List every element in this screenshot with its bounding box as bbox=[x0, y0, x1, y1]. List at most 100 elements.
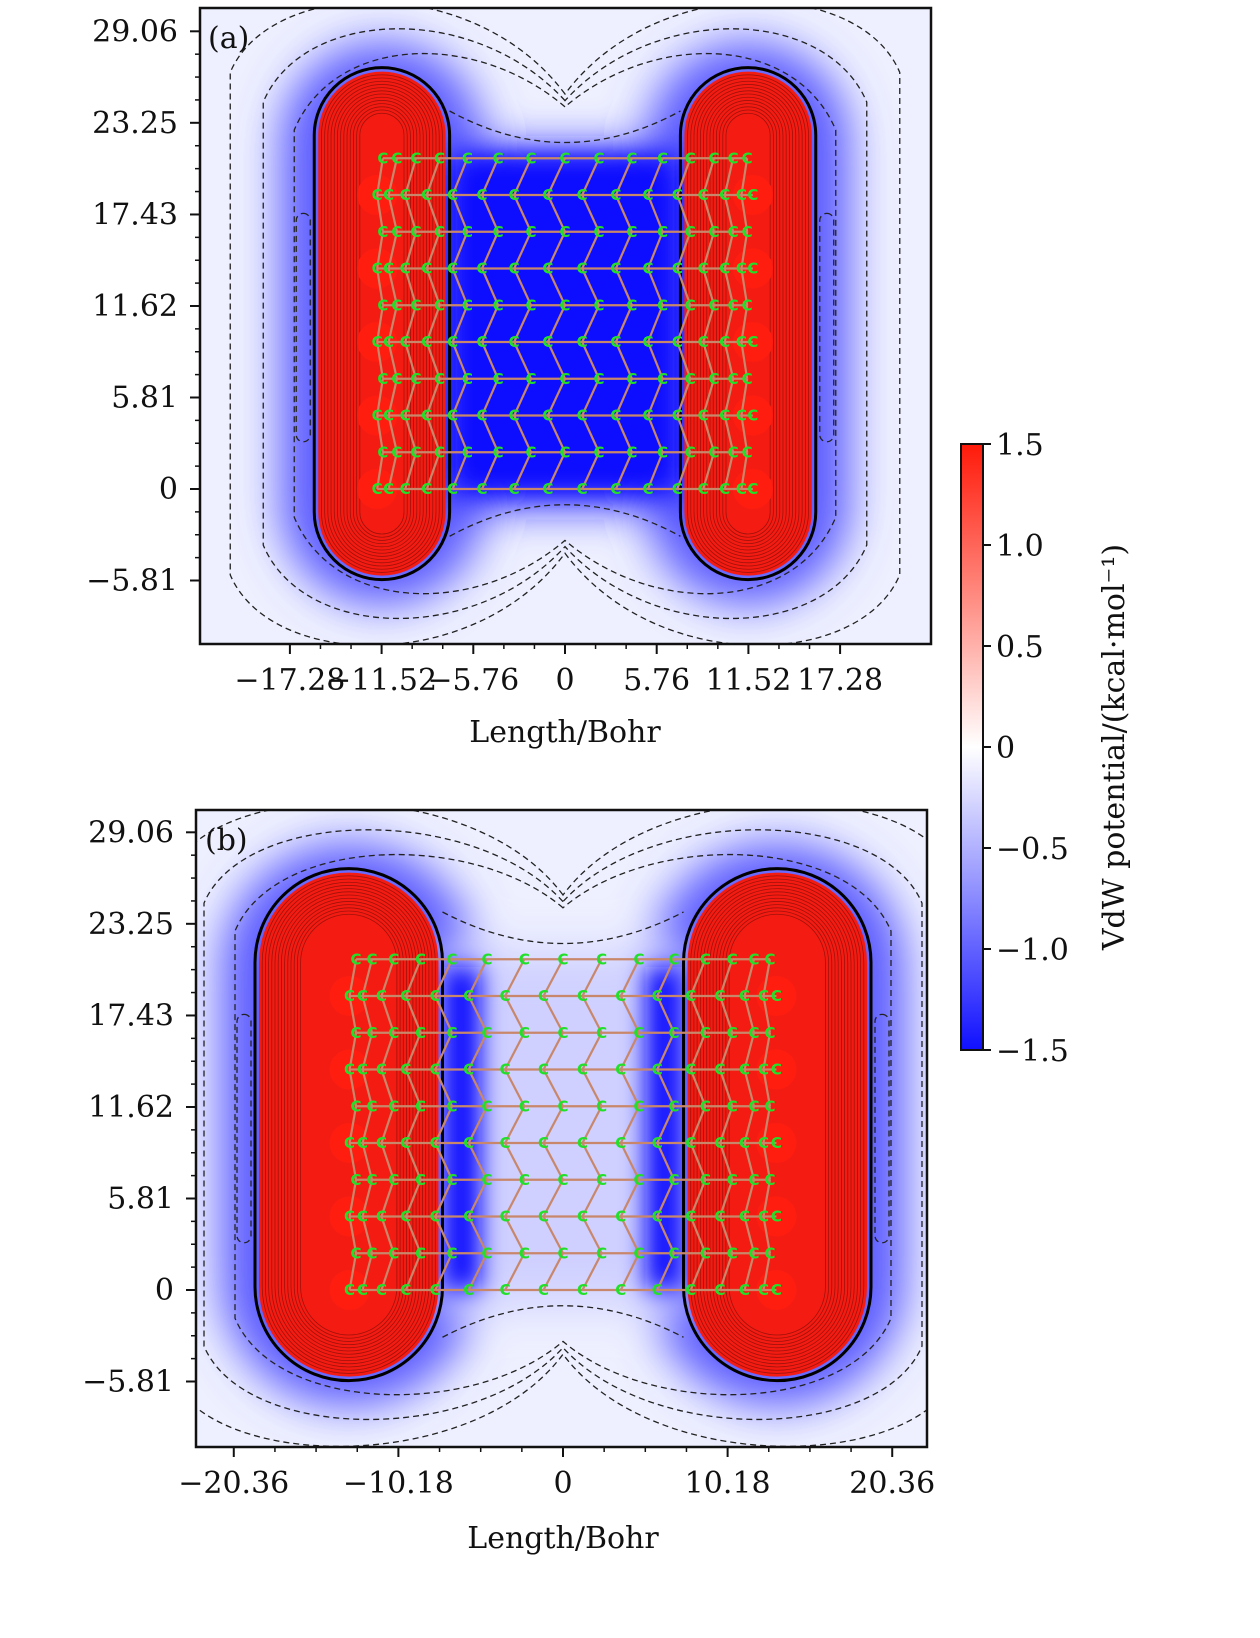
panel-a-lobe-left-iso-9 bbox=[346, 100, 418, 548]
panel-b-atom-6-8: C bbox=[577, 1061, 588, 1079]
panel-b-lobe-right-iso-9 bbox=[715, 901, 839, 1349]
panel-b-atom-7-14: C bbox=[764, 1024, 775, 1042]
panel-a-xtick-label-4: 5.76 bbox=[623, 663, 690, 698]
panel-b-atom-1-3: C bbox=[415, 1244, 426, 1262]
panel-b-bond-d-7-2 bbox=[380, 995, 395, 1034]
panel-b-atom-5-12: C bbox=[727, 1097, 738, 1115]
panel-a-bond-d-7-12 bbox=[702, 194, 716, 233]
panel-b-atom-5-10: C bbox=[668, 1097, 679, 1115]
panel-a-bond-d-0-11 bbox=[676, 451, 692, 490]
panel-b-bond-d-0-3 bbox=[404, 1252, 422, 1291]
panel-b-bond-d-4-13 bbox=[743, 1105, 756, 1144]
panel-a-atom-4-15: C bbox=[747, 333, 758, 351]
panel-a-ytick-label-1: 0 bbox=[159, 472, 178, 507]
panel-b-atom-9-12: C bbox=[727, 950, 738, 968]
panel-a-bond-d-5-7 bbox=[546, 268, 566, 306]
panel-a-atom-1-14: C bbox=[742, 443, 753, 461]
panel-a-atom-0-1: C bbox=[383, 480, 394, 498]
panel-a-bond-d-8-3 bbox=[425, 157, 441, 196]
panel-a-atom-1-11: C bbox=[685, 443, 696, 461]
panel-b-atom-3-0: C bbox=[351, 1171, 362, 1189]
panel-a-bond-d-6-3 bbox=[425, 231, 441, 269]
panel-b-bond-d-0-12 bbox=[719, 1252, 734, 1291]
panel-b-atom-0-14: C bbox=[758, 1281, 769, 1299]
panel-a-atom-3-0: C bbox=[377, 370, 388, 388]
panel-a-bond-d-7-11 bbox=[676, 194, 692, 233]
panel-b-lobe-right-iso-13 bbox=[728, 913, 826, 1336]
panel-b-atom-6-3: C bbox=[400, 1061, 411, 1079]
panel-a-atom-9-6: C bbox=[525, 149, 536, 167]
panel-a-bond-d-2-0 bbox=[376, 378, 384, 416]
panel-b-atom-9-8: C bbox=[596, 950, 607, 968]
panel-b-lobe-left-iso-1 bbox=[261, 875, 436, 1374]
panel-b-atom-7-12: C bbox=[727, 1024, 738, 1042]
panel-a-ytick-label-0: −5.81 bbox=[86, 564, 178, 599]
panel-b-atom-1-7: C bbox=[557, 1244, 568, 1262]
panel-a-atom-9-1: C bbox=[391, 149, 402, 167]
panel-a-lobe-left-iso-1 bbox=[321, 74, 443, 573]
panel-b-bond-d-7-7 bbox=[542, 995, 564, 1034]
panel-a-atom-4-9: C bbox=[610, 333, 621, 351]
panel-b-atom-5-14: C bbox=[764, 1097, 775, 1115]
panel-a-atom-8-15: C bbox=[747, 186, 758, 204]
panel-b-atom-2-8: C bbox=[577, 1208, 588, 1226]
panel-a-bond-d-7-13 bbox=[723, 194, 735, 232]
panel-a-bond-d-3-0 bbox=[376, 341, 384, 379]
panel-a-atom-1-10: C bbox=[657, 443, 668, 461]
panel-b-lobe-right bbox=[682, 867, 873, 1383]
panel-b-atom-4-11: C bbox=[685, 1134, 696, 1152]
panel-a-bond-d-1-9 bbox=[614, 415, 633, 453]
panel-b-bond-d-7-6 bbox=[504, 995, 526, 1034]
panel-a-lobe-right-iso-6 bbox=[703, 90, 793, 557]
panel-b-bond-d-6-0 bbox=[348, 1032, 358, 1070]
colorbar-tick-label-0: 1.5 bbox=[996, 428, 1044, 463]
panel-b-bond-d-3-12 bbox=[719, 1142, 734, 1181]
panel-b-atom-1-10: C bbox=[668, 1244, 679, 1262]
panel-a-lobe-right-iso-5 bbox=[700, 87, 797, 561]
panel-a-bond-d-3-14 bbox=[740, 341, 749, 379]
panel-b-bond-d-7-13 bbox=[743, 995, 756, 1034]
panel-a-lobe-right-iso-2 bbox=[690, 77, 806, 570]
panel-b-atom-7-10: C bbox=[668, 1024, 679, 1042]
panel-a-bond-d-7-14 bbox=[740, 194, 749, 232]
panel-b-bond-d-1-4 bbox=[434, 1216, 454, 1254]
panel-a-bond-d-8-4 bbox=[451, 157, 469, 196]
panel-a-bond-d-1-5 bbox=[481, 415, 500, 453]
panel-a-lobe-right-iso-7 bbox=[706, 93, 790, 554]
panel-a-bond-d-5-12 bbox=[702, 268, 716, 306]
panel-a-lobe-right-iso-9 bbox=[712, 100, 784, 548]
panel-b-atom-4-2: C bbox=[376, 1134, 387, 1152]
panel-a-atom-0-0: C bbox=[372, 480, 383, 498]
panel-a-bond-d-4-12 bbox=[702, 304, 716, 343]
panel-b-atom-0-8: C bbox=[577, 1281, 588, 1299]
panel-b-lobe-left-iso-12 bbox=[297, 910, 401, 1339]
panel-a-bond-d-3-4 bbox=[451, 341, 469, 380]
panel-a-atom-6-1: C bbox=[383, 260, 394, 278]
panel-b-bond-d-6-6 bbox=[504, 1032, 526, 1071]
panel-b-bond-d-2-1 bbox=[361, 1179, 374, 1217]
panel-a-atom-2-10: C bbox=[642, 407, 653, 425]
panel-b-bond-d-0-10 bbox=[656, 1252, 675, 1291]
panel-a-atom-6-5: C bbox=[477, 260, 488, 278]
panel-b-atom-0-4: C bbox=[430, 1281, 441, 1299]
panel-b-atom-7-6: C bbox=[519, 1024, 530, 1042]
panel-b-atom-7-8: C bbox=[596, 1024, 607, 1042]
panel-b-atom-4-0: C bbox=[344, 1134, 355, 1152]
panel-a-bond-d-3-12 bbox=[702, 341, 716, 380]
panel-b-bond-d-1-12 bbox=[719, 1216, 734, 1254]
panel-a-atom-8-11: C bbox=[672, 186, 683, 204]
panel-b-bond-d-8-0 bbox=[348, 959, 358, 997]
panel-a-atom-6-14: C bbox=[736, 260, 747, 278]
panel-a-bond-d-5-6 bbox=[513, 268, 532, 306]
panel-a-atom-7-13: C bbox=[728, 223, 739, 241]
panel-b-bond-d-2-14 bbox=[762, 1179, 772, 1217]
panel-b-bond-d-3-11 bbox=[689, 1142, 707, 1181]
panel-a-bond-d-8-7 bbox=[546, 157, 566, 196]
panel-a-atom-6-11: C bbox=[672, 260, 683, 278]
panel-b-bond-d-8-3 bbox=[404, 958, 422, 997]
panel-b-atom-4-3: C bbox=[400, 1134, 411, 1152]
panel-b-bond-d-6-3 bbox=[404, 1032, 422, 1070]
panel-a-contour-center-top bbox=[449, 110, 681, 144]
panel-b-bond-d-5-6 bbox=[504, 1068, 526, 1107]
panel-b-atom-7-5: C bbox=[481, 1024, 492, 1042]
